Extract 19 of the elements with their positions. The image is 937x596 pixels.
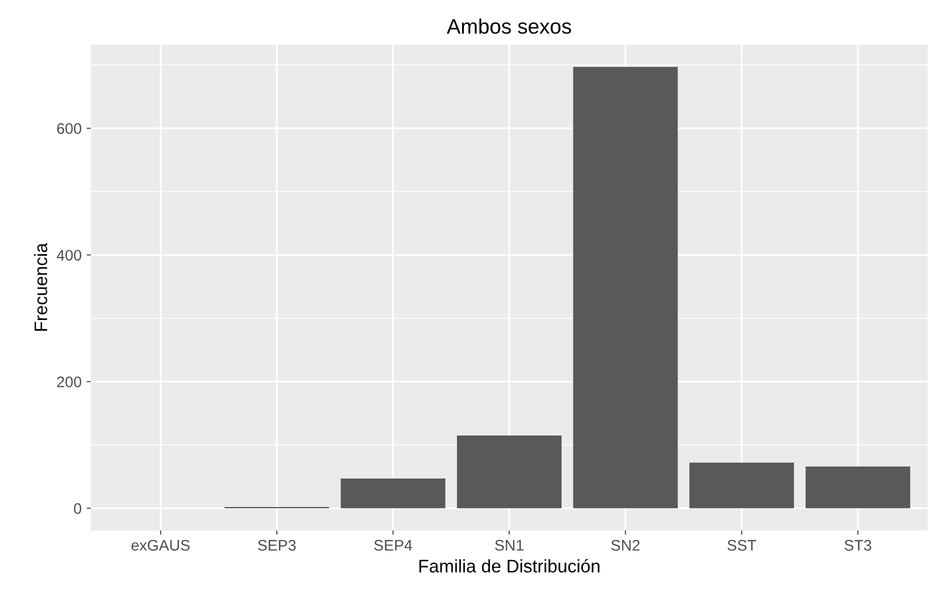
x-tick-label: SN1 <box>495 540 524 551</box>
x-tick-label: SST <box>728 540 756 551</box>
x-tick-label: ST3 <box>844 540 872 551</box>
y-tick-label: 200 <box>57 376 82 388</box>
y-axis-title: Frecuencia <box>34 242 48 331</box>
x-axis-title: Familia de Distribución <box>419 559 600 573</box>
chart-title: Ambos sexos <box>446 18 572 34</box>
bar <box>573 66 678 508</box>
y-tick-label: 400 <box>56 250 82 261</box>
x-tick-label: SN2 <box>611 540 640 551</box>
x-tick-label: SEP4 <box>374 540 412 551</box>
bar <box>806 466 910 508</box>
x-tick-label: SEP3 <box>258 540 296 551</box>
bar <box>456 435 562 508</box>
bar <box>689 462 794 508</box>
x-tick-label: exGAUS <box>132 540 190 551</box>
y-tick-label: 0 <box>74 503 82 514</box>
y-tick-label: 600 <box>57 123 82 134</box>
bar <box>340 478 446 508</box>
